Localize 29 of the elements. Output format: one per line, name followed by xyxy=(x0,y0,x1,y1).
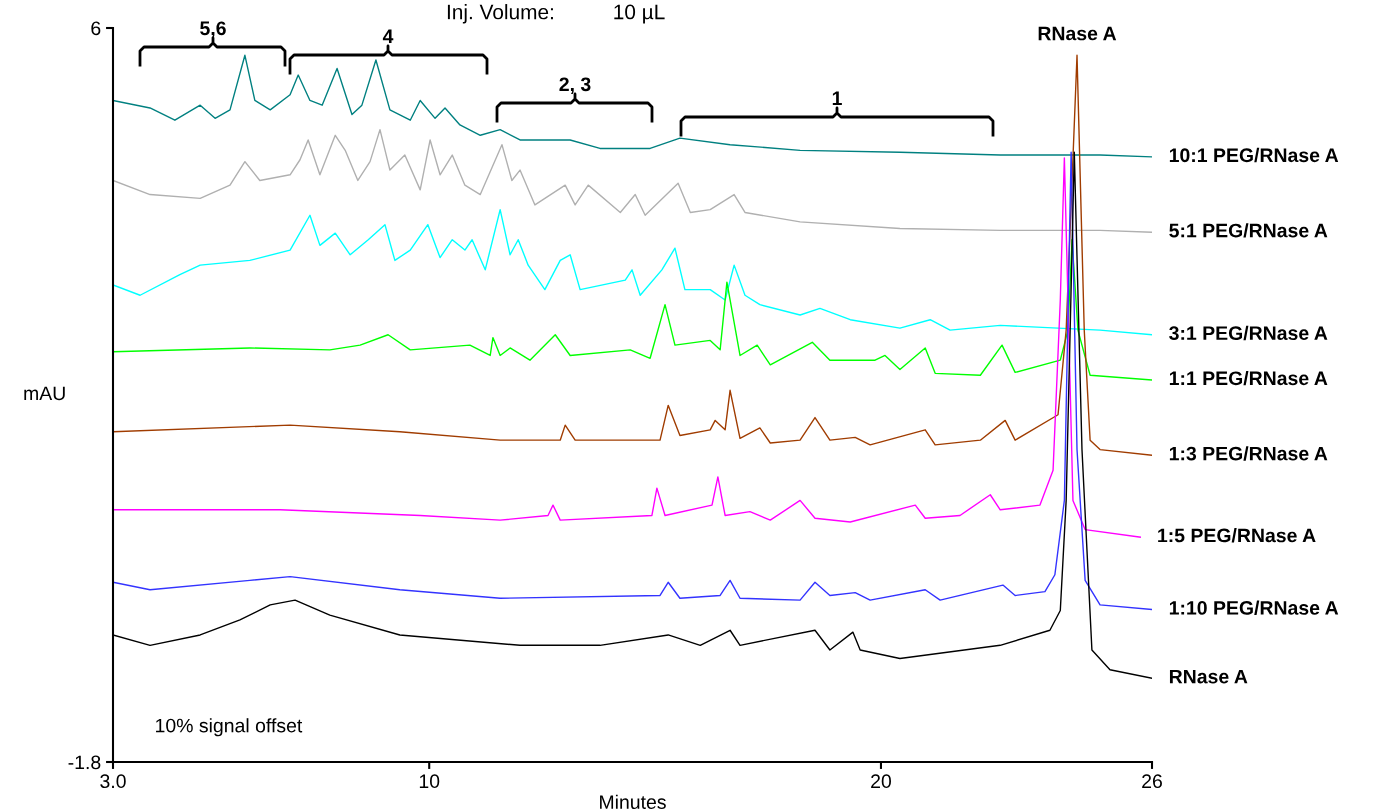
annotation: 10% signal offset xyxy=(156,718,303,737)
annotation: 5,6 xyxy=(200,21,226,38)
series-label: 1:3 PEG/RNase A xyxy=(1169,446,1328,461)
annotation: 2, 3 xyxy=(559,77,591,94)
x-tick-label: 10 xyxy=(419,774,440,789)
series-label: 1:10 PEG/RNase A xyxy=(1169,600,1339,615)
y-axis-title: mAU xyxy=(24,386,65,401)
line-series xyxy=(113,54,1152,456)
annotation: 1 xyxy=(832,91,842,105)
x-tick-label: 20 xyxy=(871,774,892,789)
annotation: RNase A xyxy=(1038,26,1117,41)
annotation: 4 xyxy=(382,29,394,43)
series-label: 10:1 PEG/RNase A xyxy=(1169,147,1339,163)
series-label: RNase A xyxy=(1169,669,1248,684)
y-tick-label: 6 xyxy=(91,21,101,36)
series-label: 1:1 PEG/RNase A xyxy=(1169,370,1328,386)
series-label: 1:5 PEG/RNase A xyxy=(1158,528,1316,543)
y-tick-label: -1.8 xyxy=(68,755,101,770)
line-series xyxy=(113,128,1152,233)
text: Inj. Volume: 10 µL xyxy=(447,4,665,24)
series-label: 3:1 PEG/RNase A xyxy=(1169,325,1328,341)
x-axis-title: Minutes xyxy=(600,794,666,809)
x-tick-label: 26 xyxy=(1142,774,1162,789)
line-series xyxy=(113,157,1141,538)
series-label: 5:1 PEG/RNase A xyxy=(1169,223,1328,238)
line-series xyxy=(113,54,1152,158)
x-tick-label: 3.0 xyxy=(100,774,126,789)
line-series xyxy=(113,239,1152,381)
line-series xyxy=(113,208,1152,336)
